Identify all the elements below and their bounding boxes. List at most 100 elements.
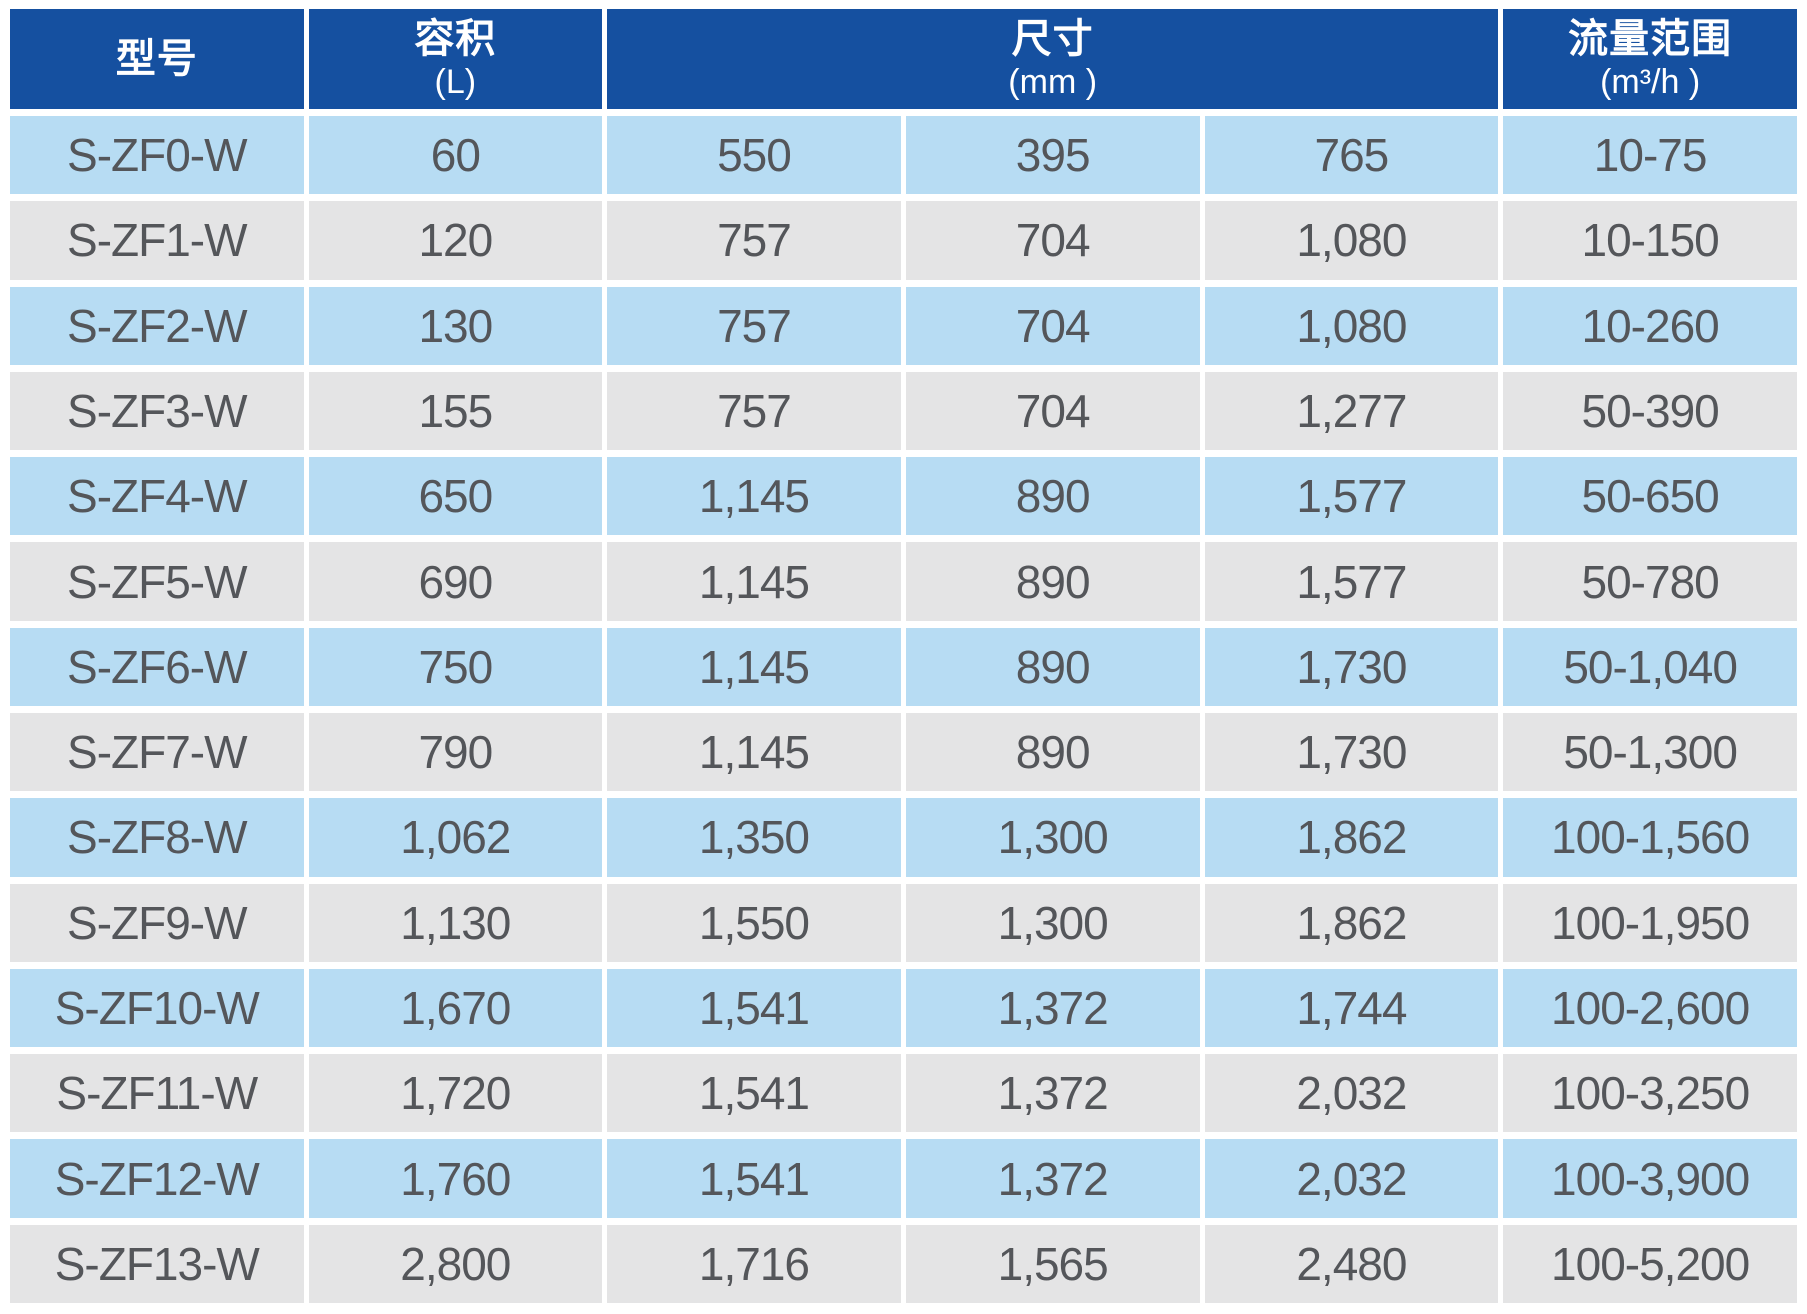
table-row: S-ZF0-W 60 550 395 765 10-75 — [10, 116, 1797, 195]
model-cell: S-ZF10-W — [10, 968, 304, 1048]
dim-cell: 1,730 — [1204, 712, 1499, 792]
dim-cell: 395 — [905, 116, 1200, 195]
header-volume-label: 容积 — [414, 17, 497, 61]
flow-range-cell: 100-1,560 — [1503, 798, 1797, 877]
dim-cell: 1,300 — [905, 798, 1200, 877]
model-cell: S-ZF13-W — [10, 1224, 304, 1303]
model-cell: S-ZF4-W — [10, 457, 304, 536]
table-row: S-ZF6-W 750 1,145 890 1,730 50-1,040 — [10, 627, 1797, 706]
dim-cell: 765 — [1204, 116, 1499, 195]
dim-cell: 1,577 — [1204, 542, 1499, 621]
dim-cell: 757 — [607, 371, 901, 451]
header-dimensions: 尺寸 (mm ) — [607, 9, 1499, 109]
dim-cell: 890 — [905, 542, 1200, 621]
table-row: S-ZF7-W 790 1,145 890 1,730 50-1,300 — [10, 712, 1797, 792]
dim-cell: 1,080 — [1204, 286, 1499, 365]
volume-cell: 1,670 — [308, 968, 603, 1048]
flow-range-cell: 50-780 — [1503, 542, 1797, 621]
model-cell: S-ZF12-W — [10, 1139, 304, 1218]
table-row: S-ZF12-W 1,760 1,541 1,372 2,032 100-3,9… — [10, 1139, 1797, 1218]
dim-cell: 1,350 — [607, 798, 901, 877]
dim-cell: 757 — [607, 286, 901, 365]
flow-range-cell: 10-260 — [1503, 286, 1797, 365]
dim-cell: 890 — [905, 712, 1200, 792]
dim-cell: 1,300 — [905, 883, 1200, 962]
model-cell: S-ZF7-W — [10, 712, 304, 792]
volume-cell: 1,760 — [308, 1139, 603, 1218]
dim-cell: 1,541 — [607, 1139, 901, 1218]
table-row: S-ZF5-W 690 1,145 890 1,577 50-780 — [10, 542, 1797, 621]
dim-cell: 704 — [905, 201, 1200, 280]
header-dimensions-label: 尺寸 — [1011, 17, 1094, 61]
volume-cell: 130 — [308, 286, 603, 365]
dim-cell: 757 — [607, 201, 901, 280]
model-cell: S-ZF11-W — [10, 1054, 304, 1133]
dim-cell: 2,032 — [1204, 1139, 1499, 1218]
dim-cell: 1,862 — [1204, 883, 1499, 962]
volume-cell: 690 — [308, 542, 603, 621]
volume-cell: 120 — [308, 201, 603, 280]
header-row: 型号 容积 (L) 尺寸 (mm ) 流量范围 (m³/h ) — [10, 9, 1797, 109]
table-row: S-ZF13-W 2,800 1,716 1,565 2,480 100-5,2… — [10, 1224, 1797, 1303]
flow-range-cell: 100-2,600 — [1503, 968, 1797, 1048]
model-cell: S-ZF2-W — [10, 286, 304, 365]
header-model-label: 型号 — [115, 37, 198, 81]
dim-cell: 1,145 — [607, 542, 901, 621]
table-row: S-ZF2-W 130 757 704 1,080 10-260 — [10, 286, 1797, 365]
flow-range-cell: 100-1,950 — [1503, 883, 1797, 962]
volume-cell: 750 — [308, 627, 603, 706]
dim-cell: 1,145 — [607, 712, 901, 792]
table-row: S-ZF1-W 120 757 704 1,080 10-150 — [10, 201, 1797, 280]
dim-cell: 1,550 — [607, 883, 901, 962]
flow-range-cell: 50-390 — [1503, 371, 1797, 451]
header-flow-range: 流量范围 (m³/h ) — [1503, 9, 1797, 109]
volume-cell: 790 — [308, 712, 603, 792]
flow-range-cell: 50-650 — [1503, 457, 1797, 536]
dim-cell: 1,277 — [1204, 371, 1499, 451]
header-flow-range-label: 流量范围 — [1568, 17, 1733, 61]
table-row: S-ZF9-W 1,130 1,550 1,300 1,862 100-1,95… — [10, 883, 1797, 962]
volume-cell: 155 — [308, 371, 603, 451]
table-header: 型号 容积 (L) 尺寸 (mm ) 流量范围 (m³/h ) — [10, 9, 1797, 109]
flow-range-cell: 50-1,300 — [1503, 712, 1797, 792]
product-spec-table: 型号 容积 (L) 尺寸 (mm ) 流量范围 (m³/h ) S-ZF0-W — [5, 2, 1802, 1310]
header-volume: 容积 (L) — [308, 9, 603, 109]
flow-range-cell: 100-5,200 — [1503, 1224, 1797, 1303]
table-row: S-ZF8-W 1,062 1,350 1,300 1,862 100-1,56… — [10, 798, 1797, 877]
table-row: S-ZF11-W 1,720 1,541 1,372 2,032 100-3,2… — [10, 1054, 1797, 1133]
table-body: S-ZF0-W 60 550 395 765 10-75 S-ZF1-W 120… — [10, 116, 1797, 1303]
model-cell: S-ZF8-W — [10, 798, 304, 877]
model-cell: S-ZF6-W — [10, 627, 304, 706]
volume-cell: 2,800 — [308, 1224, 603, 1303]
dim-cell: 1,541 — [607, 968, 901, 1048]
dim-cell: 1,145 — [607, 627, 901, 706]
header-flow-range-unit: (m³/h ) — [1600, 63, 1701, 101]
volume-cell: 650 — [308, 457, 603, 536]
dim-cell: 1,730 — [1204, 627, 1499, 706]
dim-cell: 890 — [905, 627, 1200, 706]
model-cell: S-ZF3-W — [10, 371, 304, 451]
dim-cell: 1,372 — [905, 968, 1200, 1048]
volume-cell: 1,130 — [308, 883, 603, 962]
flow-range-cell: 10-150 — [1503, 201, 1797, 280]
flow-range-cell: 100-3,900 — [1503, 1139, 1797, 1218]
header-volume-unit: (L) — [434, 63, 477, 101]
header-model: 型号 — [10, 9, 304, 109]
dim-cell: 1,080 — [1204, 201, 1499, 280]
dim-cell: 2,032 — [1204, 1054, 1499, 1133]
table-row: S-ZF10-W 1,670 1,541 1,372 1,744 100-2,6… — [10, 968, 1797, 1048]
dim-cell: 890 — [905, 457, 1200, 536]
volume-cell: 60 — [308, 116, 603, 195]
dim-cell: 1,577 — [1204, 457, 1499, 536]
dim-cell: 1,565 — [905, 1224, 1200, 1303]
dim-cell: 1,862 — [1204, 798, 1499, 877]
model-cell: S-ZF1-W — [10, 201, 304, 280]
dim-cell: 1,372 — [905, 1139, 1200, 1218]
dim-cell: 550 — [607, 116, 901, 195]
dim-cell: 1,145 — [607, 457, 901, 536]
dim-cell: 2,480 — [1204, 1224, 1499, 1303]
dim-cell: 1,744 — [1204, 968, 1499, 1048]
dim-cell: 704 — [905, 286, 1200, 365]
dim-cell: 1,716 — [607, 1224, 901, 1303]
